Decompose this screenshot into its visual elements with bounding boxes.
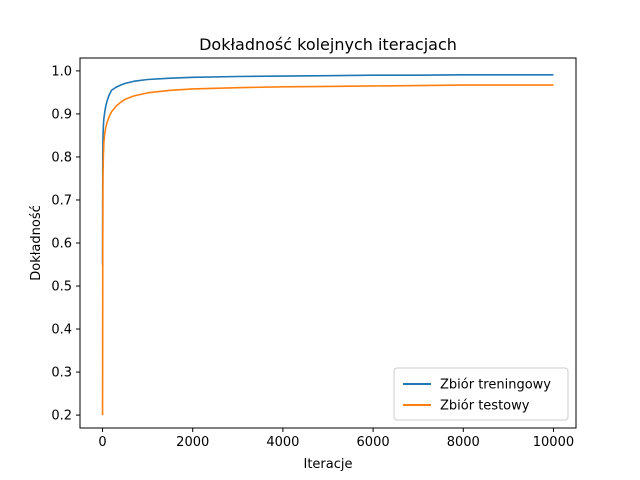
plot-lines [101,73,554,416]
y-tick-label: 0.2 [51,409,72,424]
y-tick-label: 0.6 [51,237,72,252]
y-tick-label: 0.9 [51,107,72,122]
x-tick-label: 4000 [266,435,299,450]
x-tick-label: 6000 [357,435,390,450]
chart-title: Dokładność kolejnych iteracjach [199,35,457,54]
series-line-2 [101,84,554,416]
x-tick-label: 2000 [176,435,209,450]
legend-label-2: Zbiór testowy [440,399,530,414]
y-tick-label: 0.7 [51,193,72,208]
x-axis-label: Iteracje [304,457,353,472]
y-tick-label: 1.0 [51,64,72,79]
y-axis-label: Dokładność [29,205,44,281]
legend-label-1: Zbiór treningowy [440,378,551,393]
x-axis-ticks: 0 2000 4000 6000 8000 10000 [98,428,574,450]
y-tick-label: 0.8 [51,150,72,165]
x-tick-label: 0 [98,435,106,450]
series-line-1 [101,73,554,265]
y-axis-ticks: 0.2 0.3 0.4 0.5 0.6 0.7 0.8 0.9 1.0 [51,64,80,424]
legend-box [393,367,569,421]
x-tick-label: 8000 [447,435,480,450]
y-tick-label: 0.3 [51,366,72,381]
y-tick-label: 0.4 [51,323,72,338]
legend: Zbiór treningowy Zbiór testowy [393,367,569,421]
y-tick-label: 0.5 [51,280,72,295]
x-tick-label: 10000 [533,435,574,450]
